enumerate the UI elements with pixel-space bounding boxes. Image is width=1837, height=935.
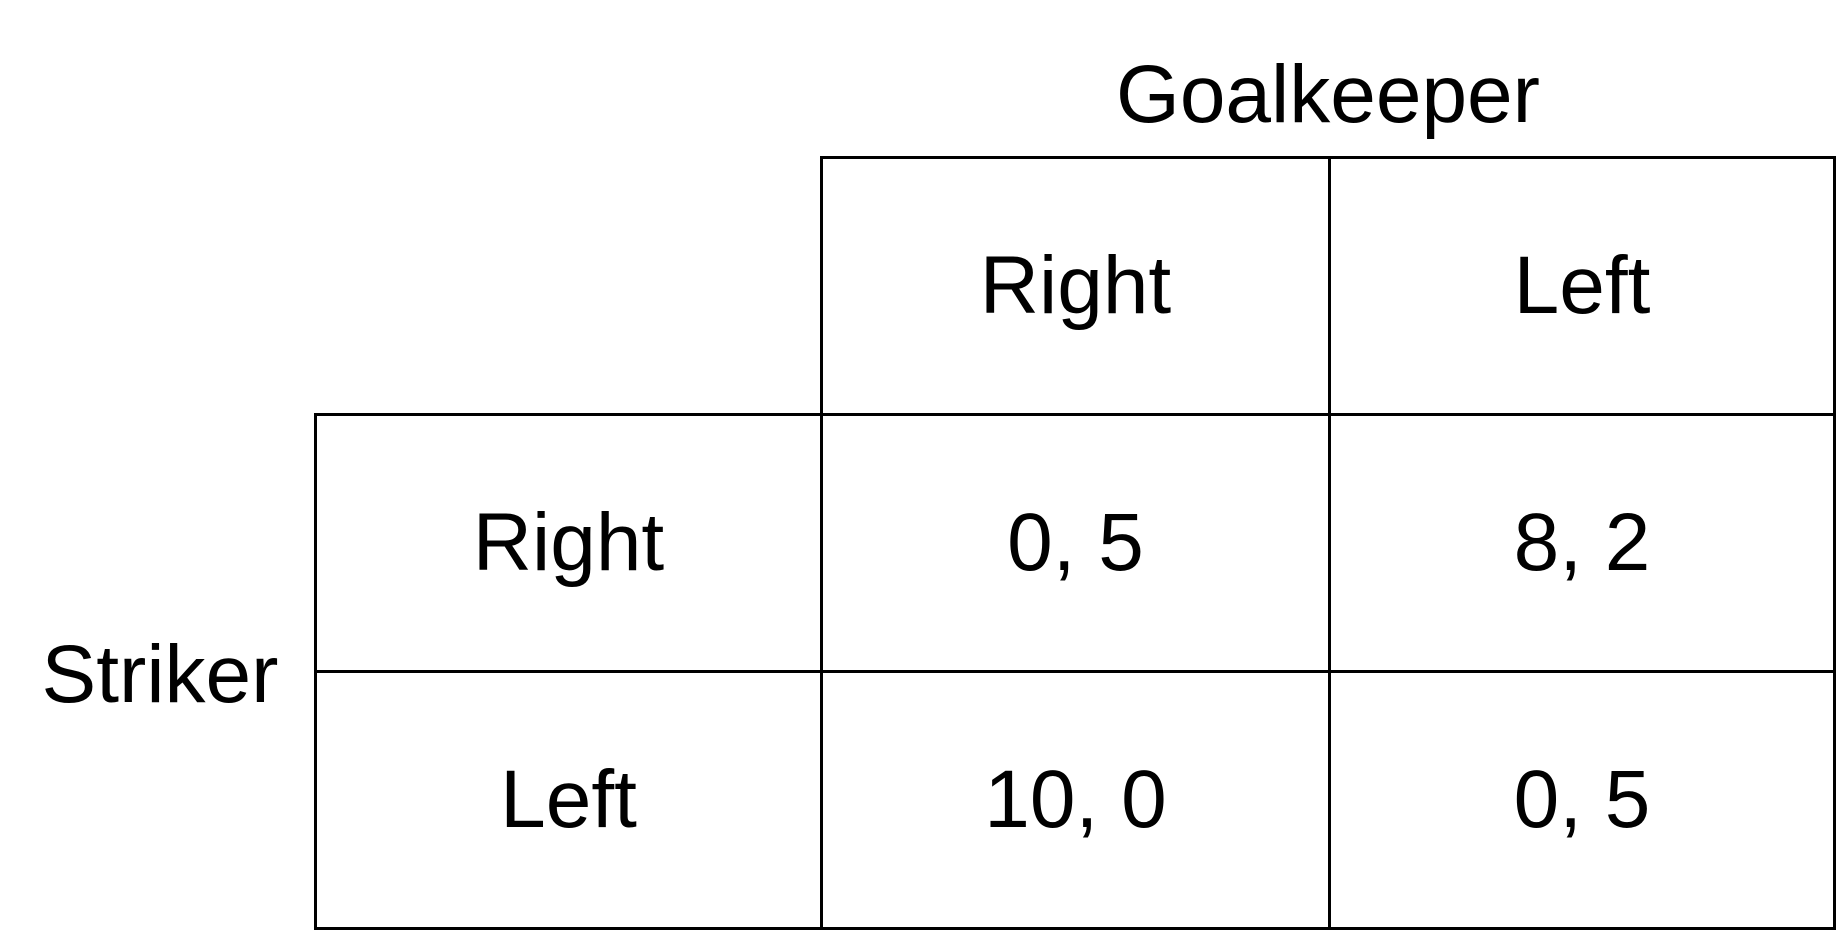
column-strategy-right: Right — [820, 156, 1331, 416]
row-player-label: Striker — [41, 629, 279, 720]
payoff-cell-right-left: 8, 2 — [1328, 413, 1836, 673]
payoff-cell-left-right: 10, 0 — [820, 670, 1331, 930]
row-strategy-right: Right — [314, 413, 823, 673]
row-strategy-left: Left — [314, 670, 823, 930]
column-strategy-left: Left — [1328, 156, 1836, 416]
payoff-cell-left-left: 0, 5 — [1328, 670, 1836, 930]
payoff-cell-right-right: 0, 5 — [820, 413, 1331, 673]
column-player-label: Goalkeeper — [1116, 49, 1540, 140]
